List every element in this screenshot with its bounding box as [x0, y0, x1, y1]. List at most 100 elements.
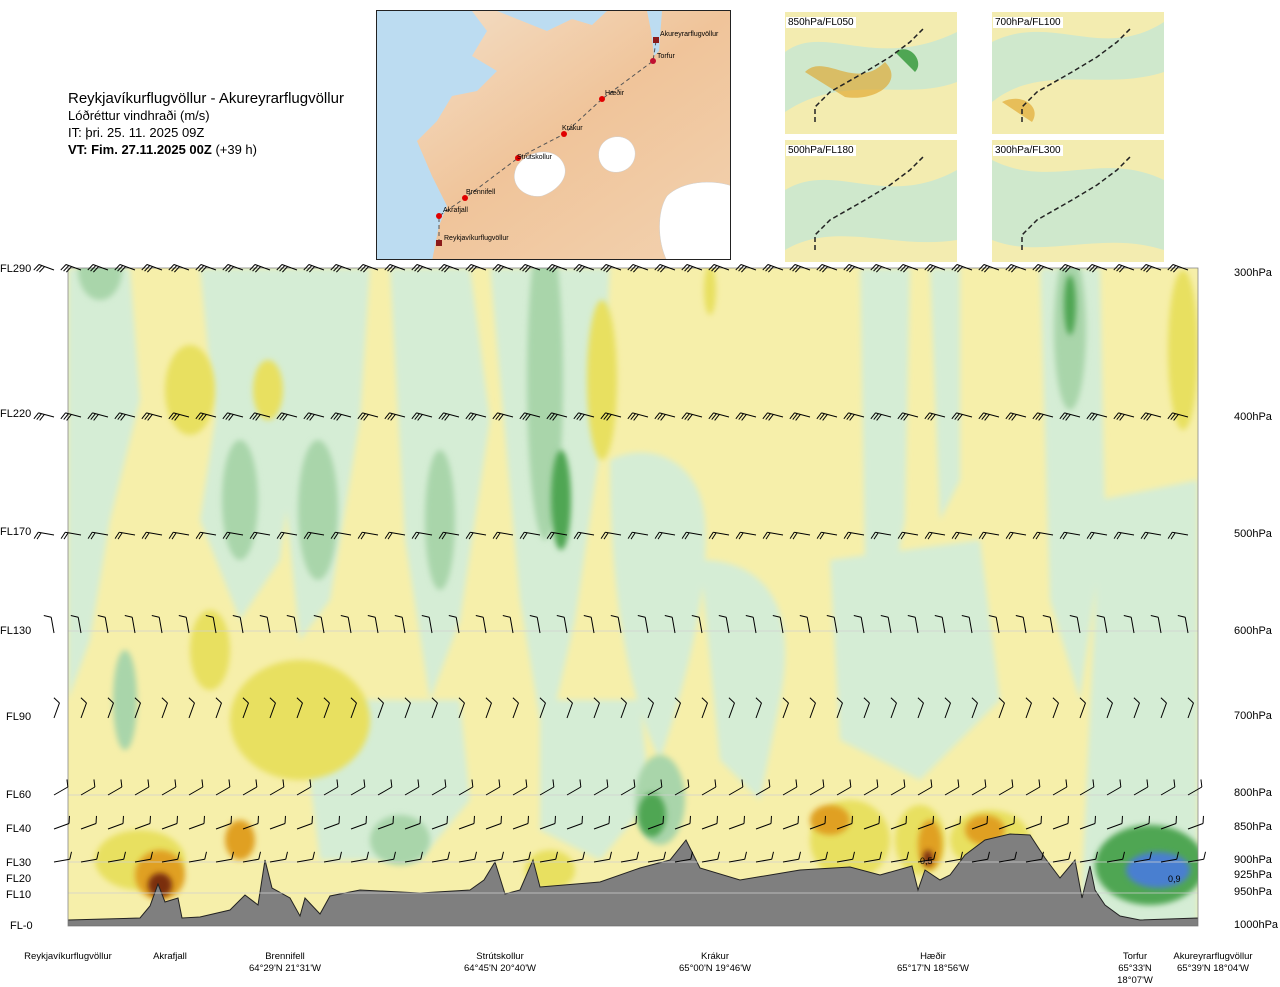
mini-panel-850-label: 850hPa/FL050: [786, 17, 856, 28]
chart-subtitle: Lóðréttur vindhraði (m/s): [68, 108, 210, 123]
wind-barb: [222, 264, 244, 273]
wind-barb: [772, 615, 784, 634]
wind-barb: [728, 697, 735, 719]
wind-barb: [53, 815, 70, 830]
wind-barb: [296, 815, 313, 830]
mini-panel-500: 500hPa/FL180: [785, 140, 957, 262]
map-marker-reykjavik: [436, 240, 442, 246]
wind-barb: [1133, 779, 1149, 796]
wind-barb: [539, 851, 558, 863]
wind-barb: [242, 697, 249, 719]
map-marker-strutskollur: [515, 155, 521, 161]
wind-barb: [971, 851, 990, 863]
wind-barb: [799, 615, 811, 634]
wind-barb: [340, 615, 352, 634]
wind-barb: [610, 615, 622, 634]
wind-barb: [789, 531, 811, 540]
wind-barb: [357, 264, 379, 273]
loc-akureyri-coord: 65°39'N 18°04'W: [1177, 963, 1249, 974]
wind-barb: [141, 531, 163, 540]
wind-barb: [357, 412, 379, 421]
wind-barb: [944, 779, 960, 796]
wind-barb: [1025, 779, 1041, 796]
fl-label-20: FL20: [6, 873, 32, 885]
wind-barb: [168, 531, 190, 540]
wind-barb: [853, 615, 865, 634]
wind-barb: [735, 412, 757, 421]
wind-barb: [1123, 615, 1135, 634]
map-route-line: [438, 40, 657, 243]
wind-barb: [421, 615, 433, 634]
wind-barb: [377, 697, 384, 719]
wind-barb: [465, 264, 487, 273]
loc-strutskollur-name: Strútskollur: [476, 951, 524, 962]
wind-barb: [951, 412, 973, 421]
wind-barb: [755, 697, 762, 719]
wind-barb: [546, 412, 568, 421]
chart-header: Reykjavíkurflugvöllur - Akureyrarflugvöl…: [68, 90, 344, 158]
wind-barb: [60, 412, 82, 421]
wind-barb: [296, 851, 315, 863]
wind-barb: [188, 815, 205, 830]
wind-barb: [205, 615, 217, 634]
wind-barb: [411, 412, 433, 421]
wind-barb: [1096, 615, 1108, 634]
wind-barb: [242, 779, 258, 796]
wind-barb: [458, 779, 474, 796]
wind-barb: [124, 615, 136, 634]
wind-barb: [691, 615, 703, 634]
valid-time: VT: Fim. 27.11.2025 00Z (+39 h): [68, 141, 344, 158]
wind-barb: [1086, 264, 1108, 273]
map-sea-west: [377, 11, 497, 259]
wind-barb: [33, 264, 55, 273]
wind-barb: [134, 851, 153, 863]
loc-haedir-coord: 65°17'N 18°56'W: [897, 963, 969, 974]
wind-barb: [593, 779, 609, 796]
wind-barb: [1140, 412, 1162, 421]
wind-barb: [566, 851, 585, 863]
annotation-value-2: 0,9: [1168, 874, 1181, 884]
wind-barb: [431, 851, 450, 863]
map-sea-north: [497, 11, 607, 31]
loc-reykjavik: Reykjavíkurflugvöllur: [10, 951, 126, 963]
wind-barb: [897, 531, 919, 540]
wind-barb: [674, 779, 690, 796]
wind-barb: [620, 815, 637, 830]
wind-barb: [1086, 412, 1108, 421]
wind-barb: [1187, 697, 1194, 719]
wind-barb: [323, 779, 339, 796]
wind-barb: [762, 412, 784, 421]
wind-barb: [377, 851, 396, 863]
wind-barb: [114, 412, 136, 421]
wind-barb: [465, 531, 487, 540]
wind-barb: [1140, 264, 1162, 273]
wind-barb: [1079, 779, 1095, 796]
loc-krakur: Krákur 65°00'N 19°46'W: [660, 951, 770, 975]
wind-barb: [836, 851, 855, 863]
wind-barb: [924, 412, 946, 421]
wind-barb: [998, 815, 1015, 830]
loc-akrafjall-name: Akrafjall: [153, 951, 187, 962]
wind-barb: [114, 531, 136, 540]
p-label-300: 300hPa: [1234, 267, 1272, 279]
wind-barb: [215, 779, 231, 796]
wind-barb: [53, 697, 60, 719]
wind-barb: [816, 264, 838, 273]
wind-barb: [843, 412, 865, 421]
loc-reykjavik-name: Reykjavíkurflugvöllur: [24, 951, 112, 962]
wind-barb: [107, 851, 126, 863]
wind-barb: [330, 264, 352, 273]
wind-barb: [836, 697, 843, 719]
map-marker-akrafjall: [436, 213, 442, 219]
wind-barb: [161, 779, 177, 796]
wind-barb: [897, 264, 919, 273]
wind-barb: [681, 264, 703, 273]
route-map: Akureyrarflugvöllur Torfur Hæðir Krákur …: [376, 10, 731, 260]
chart-title: Reykjavíkurflugvöllur - Akureyrarflugvöl…: [68, 90, 344, 107]
wind-barb: [465, 412, 487, 421]
wind-barb: [978, 531, 1000, 540]
loc-strutskollur-coord: 64°45'N 20°40'W: [464, 963, 536, 974]
valid-time-bold: VT: Fim. 27.11.2025 00Z: [68, 142, 212, 157]
wind-barb: [782, 697, 789, 719]
wind-barb: [269, 779, 285, 796]
